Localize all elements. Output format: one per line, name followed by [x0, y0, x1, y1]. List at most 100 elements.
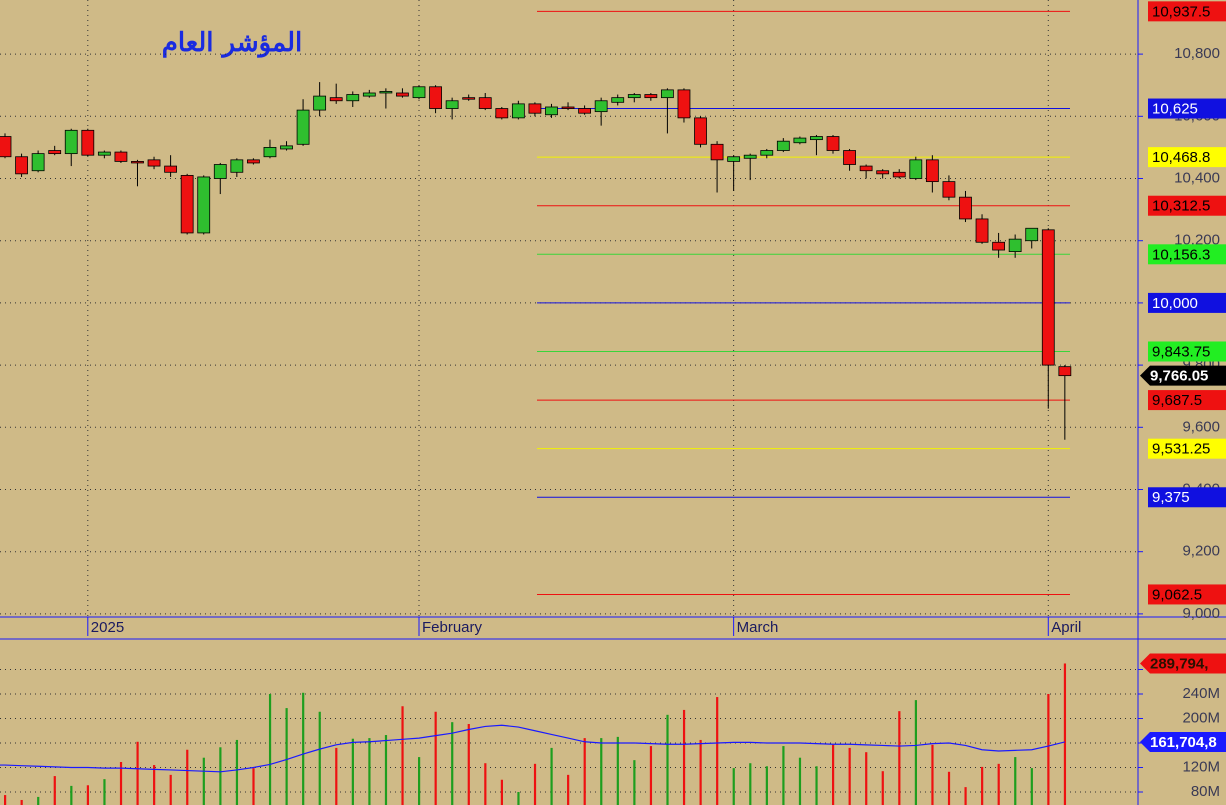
y-tick-label: 9,200: [1182, 543, 1220, 560]
volume-bar: [732, 768, 735, 805]
volume-bar: [981, 766, 984, 805]
volume-bar: [649, 746, 653, 805]
candle-body: [296, 109, 310, 145]
last-price-label: 9,766.05: [1150, 368, 1208, 385]
candle-body: [925, 159, 939, 183]
level-label: 9,531.25: [1152, 441, 1210, 458]
level-label-box: [1148, 195, 1226, 216]
volume-bar: [616, 736, 619, 805]
candle-body: [1058, 366, 1072, 377]
chart-title: المؤشر العام: [162, 28, 303, 58]
candle-body: [114, 151, 128, 162]
candle-body: [826, 136, 840, 151]
candle-body: [627, 94, 641, 99]
level-label: 10,000: [1152, 295, 1198, 312]
volume-bar: [53, 776, 56, 805]
candle-body: [694, 117, 707, 145]
level-label-box: [1148, 584, 1226, 605]
level-label-box: [1148, 341, 1226, 362]
level-label: 9,375: [1152, 489, 1190, 506]
candle-body: [462, 97, 476, 100]
candle-body: [180, 174, 194, 234]
volume-bar: [169, 774, 172, 805]
candle-body: [892, 171, 906, 178]
volume-bar: [335, 747, 338, 805]
candle-body: [594, 100, 608, 113]
volume-bar: [1030, 768, 1033, 805]
volume-bar: [268, 693, 272, 805]
y-tick-label: 9,600: [1182, 418, 1220, 435]
y-tick-label: 80M: [1191, 783, 1220, 800]
average-label-box: [1140, 731, 1226, 752]
volume-bar: [798, 757, 802, 805]
candle-body: [48, 150, 62, 155]
volume-bar: [517, 792, 520, 805]
volume-bar: [533, 763, 537, 805]
candle-body: [644, 94, 658, 99]
volume-bar: [70, 785, 73, 805]
volume-bar: [765, 766, 768, 805]
volume-bar: [235, 739, 239, 805]
volume-bar: [37, 796, 40, 805]
volume-average-line: [0, 724, 1065, 773]
level-label: 10,156.3: [1152, 246, 1210, 263]
volume-bar: [384, 735, 388, 805]
candle-body: [346, 94, 360, 102]
volume-bar: [103, 779, 106, 805]
candle-body: [710, 143, 724, 161]
candle-body: [776, 140, 790, 151]
candle-body: [495, 108, 509, 119]
volume-bar: [782, 746, 785, 805]
volume-bar: [898, 711, 901, 805]
y-tick-label: 120M: [1182, 758, 1220, 775]
volume-bar: [716, 697, 719, 805]
level-label-box: [1148, 390, 1226, 411]
volume-bar: [86, 785, 89, 805]
level-label: 10,937.5: [1152, 3, 1210, 20]
candle-body: [545, 106, 558, 116]
volume-bar: [749, 763, 752, 805]
candle-body: [611, 97, 625, 103]
candle-body: [1041, 229, 1055, 366]
level-label-box: [1148, 147, 1226, 168]
volume-bar: [285, 708, 288, 805]
candle-body: [1008, 238, 1022, 252]
volume-bar: [848, 747, 851, 805]
volume-bar: [881, 771, 884, 805]
candle-body: [429, 86, 442, 109]
level-label: 10,625: [1152, 101, 1198, 118]
volume-bar: [119, 761, 123, 805]
candle-body: [15, 156, 28, 175]
candle-body: [379, 91, 393, 94]
x-tick-label: March: [737, 619, 779, 636]
level-label: 9,843.75: [1152, 343, 1210, 360]
x-tick-label: 2025: [91, 619, 124, 636]
candle-body: [876, 170, 890, 175]
volume-bar: [1014, 757, 1017, 805]
candle-body: [164, 165, 178, 173]
candle-body: [793, 137, 807, 144]
volume-bar: [633, 760, 636, 805]
level-label-box: [1148, 98, 1226, 119]
candle-body: [396, 92, 409, 97]
volume-bar: [136, 741, 139, 805]
volume-label-box: [1140, 653, 1226, 674]
level-label-box: [1148, 292, 1226, 313]
volume-bar: [401, 706, 404, 805]
candle-body: [131, 161, 144, 164]
volume-label: 289,794,: [1150, 655, 1208, 672]
candle-body: [677, 89, 691, 119]
volume-bar: [583, 738, 586, 805]
candle-body: [975, 218, 989, 243]
candle-body: [727, 156, 741, 162]
candle-body: [329, 97, 343, 102]
volume-bar: [20, 799, 23, 805]
volume-bar: [567, 774, 570, 805]
volume-bar: [1047, 693, 1050, 805]
candle-body: [909, 159, 923, 179]
volume-bar: [451, 722, 454, 805]
candle-body: [64, 129, 78, 155]
volume-bar: [153, 765, 156, 805]
volume-bar: [252, 768, 255, 805]
